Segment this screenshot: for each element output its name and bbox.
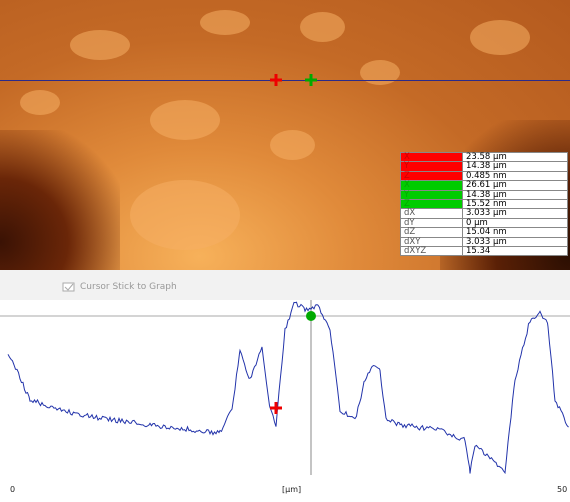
checkbox[interactable] — [62, 282, 76, 292]
cursor-table: X23.58 µmY14.38 µmZ0.485 nmX26.61 µmY14.… — [400, 152, 568, 256]
table-row: dZ15.04 nm — [401, 228, 568, 237]
row-value: 26.61 µm — [463, 181, 568, 190]
red-cursor[interactable] — [270, 74, 282, 86]
row-label: X — [401, 181, 463, 190]
toolbar: Cursor Stick to Graph — [0, 270, 570, 300]
green-cursor[interactable] — [305, 74, 317, 86]
axis-start: 0 — [10, 485, 15, 494]
table-row: dXYZ15.34 — [401, 247, 568, 256]
row-label: dX — [401, 209, 463, 218]
row-value: 14.38 µm — [463, 162, 568, 171]
table-row: X26.61 µm — [401, 181, 568, 190]
row-label: Y — [401, 162, 463, 171]
row-value: 15.34 — [463, 247, 568, 256]
row-label: dXYZ — [401, 247, 463, 256]
axis-unit: [µm] — [282, 485, 301, 494]
profile — [8, 302, 569, 473]
checkbox-label[interactable]: Cursor Stick to Graph — [80, 282, 177, 292]
row-value: 15.04 nm — [463, 228, 568, 237]
row-value: 3.033 µm — [463, 209, 568, 218]
table-row: Y14.38 µm — [401, 162, 568, 171]
profile-graph — [0, 300, 570, 502]
axis-end: 50 — [557, 485, 567, 494]
afm-image: X23.58 µmY14.38 µmZ0.485 nmX26.61 µmY14.… — [0, 0, 570, 270]
table-row: dX3.033 µm — [401, 209, 568, 218]
row-label: X — [401, 153, 463, 162]
green-marker[interactable] — [306, 311, 316, 321]
screen: X23.58 µmY14.38 µmZ0.485 nmX26.61 µmY14.… — [0, 0, 570, 502]
row-label: dZ — [401, 228, 463, 237]
